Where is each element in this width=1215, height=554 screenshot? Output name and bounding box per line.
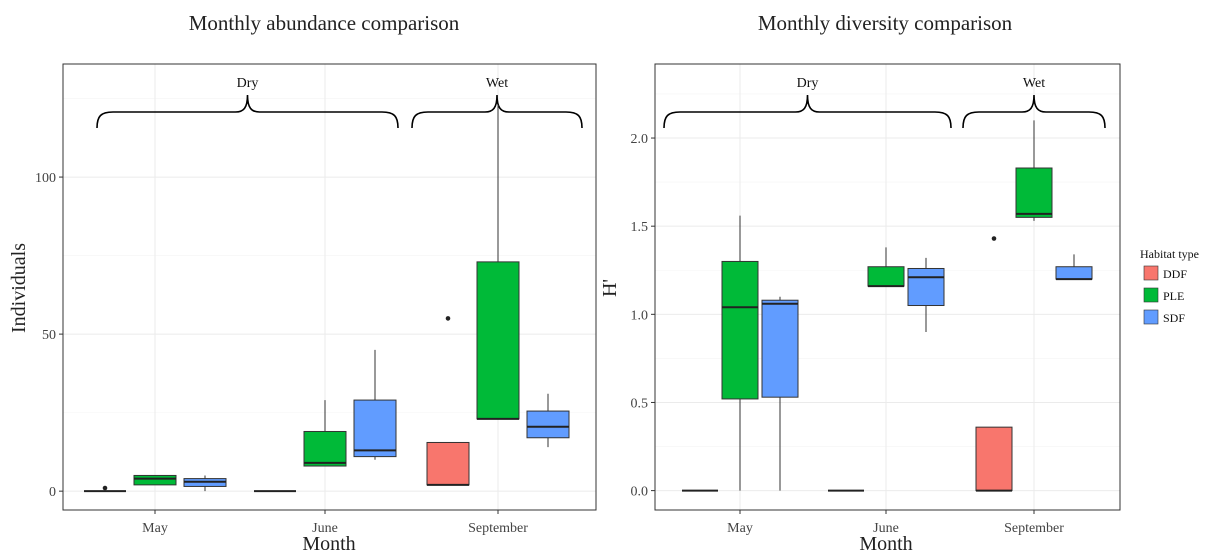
brace-wet [962,94,1106,129]
brace-dry [96,94,399,129]
y-tick-label: 0.0 [631,485,649,500]
box-ple-september [476,104,520,420]
y-tick-label: 1.5 [631,220,649,235]
box-body [526,410,570,439]
box-ple-june [867,247,905,288]
box-plots [682,120,1093,492]
group-label-dry: Dry [237,76,259,91]
y-tick-label: 0 [49,485,56,500]
legend: Habitat type DDF PLE SDF [1140,247,1199,325]
y-tick-label: 2.0 [631,132,649,147]
group-label-wet: Wet [486,76,508,91]
group-label-dry: Dry [797,76,819,91]
legend-item-ple: PLE [1143,287,1184,303]
brace-wet [411,94,583,129]
y-axis-label: H' [599,279,621,297]
legend-key-sdf [1143,309,1159,325]
legend-label-sdf: SDF [1163,311,1185,325]
box-sdf-may [761,296,799,491]
box-ple-september [1015,120,1053,221]
box-ple-may [133,474,177,486]
group-braces: Dry Wet [663,76,1106,129]
box-body [426,441,470,486]
box-body [975,426,1013,492]
outlier-point [102,485,108,491]
x-tick-label-june: June [873,521,899,536]
box-body [721,260,759,400]
legend-label-ddf: DDF [1163,267,1187,281]
diversity-chart: Monthly diversity comparison Dry Wet 0.00… [599,11,1121,554]
box-sdf-june [353,349,397,460]
box-body [133,474,177,486]
box-sdf-may [183,475,227,492]
abundance-chart: Monthly abundance comparison Dry Wet 0 50 1… [8,11,597,554]
brace-dry [663,94,952,129]
box-body [1015,167,1053,218]
group-label-wet: Wet [1023,76,1045,91]
y-axis-label: Individuals [8,243,30,333]
outlier-point [991,236,997,241]
x-tick-label-may: May [142,521,168,536]
box-body [476,261,520,420]
panel-border [654,63,1121,511]
legend-item-ddf: DDF [1143,265,1187,281]
x-axis-label: Month [302,533,355,554]
box-ddf-may [84,485,126,493]
legend-label-ple: PLE [1163,289,1184,303]
box-body [303,430,347,467]
y-tick-label: 50 [42,328,56,343]
box-ple-june [303,400,347,467]
box-ddf-september [426,316,470,486]
y-tick-label: 0.5 [631,396,649,411]
box-ddf-september [975,236,1013,492]
axes: 0 50 100 May June September [35,171,528,536]
x-tick-label-september: September [468,521,528,536]
x-axis-label: Month [859,533,912,554]
box-body [353,399,397,458]
x-tick-label-may: May [727,521,753,536]
legend-item-sdf: SDF [1143,309,1185,325]
x-tick-label-september: September [1004,521,1064,536]
box-sdf-september [1055,254,1093,281]
box-ple-may [721,215,759,491]
box-body [907,267,945,307]
panel-border [62,63,597,511]
axes: 0.0 0.5 1.0 1.5 2.0 May June September [631,132,1065,536]
chart-title: Monthly diversity comparison [758,11,1013,35]
legend-title: Habitat type [1140,247,1199,261]
y-tick-label: 1.0 [631,308,649,323]
box-sdf-september [526,393,570,448]
box-body [867,266,905,287]
outlier-point [445,316,451,321]
legend-key-ddf [1143,265,1159,281]
box-plots [84,104,570,493]
box-body [761,299,799,398]
y-tick-label: 100 [35,171,56,186]
box-body [1055,266,1093,280]
x-tick-label-june: June [312,521,338,536]
box-sdf-june [907,257,945,332]
chart-title: Monthly abundance comparison [189,11,460,35]
legend-key-ple [1143,287,1159,303]
group-braces: Dry Wet [96,76,583,129]
